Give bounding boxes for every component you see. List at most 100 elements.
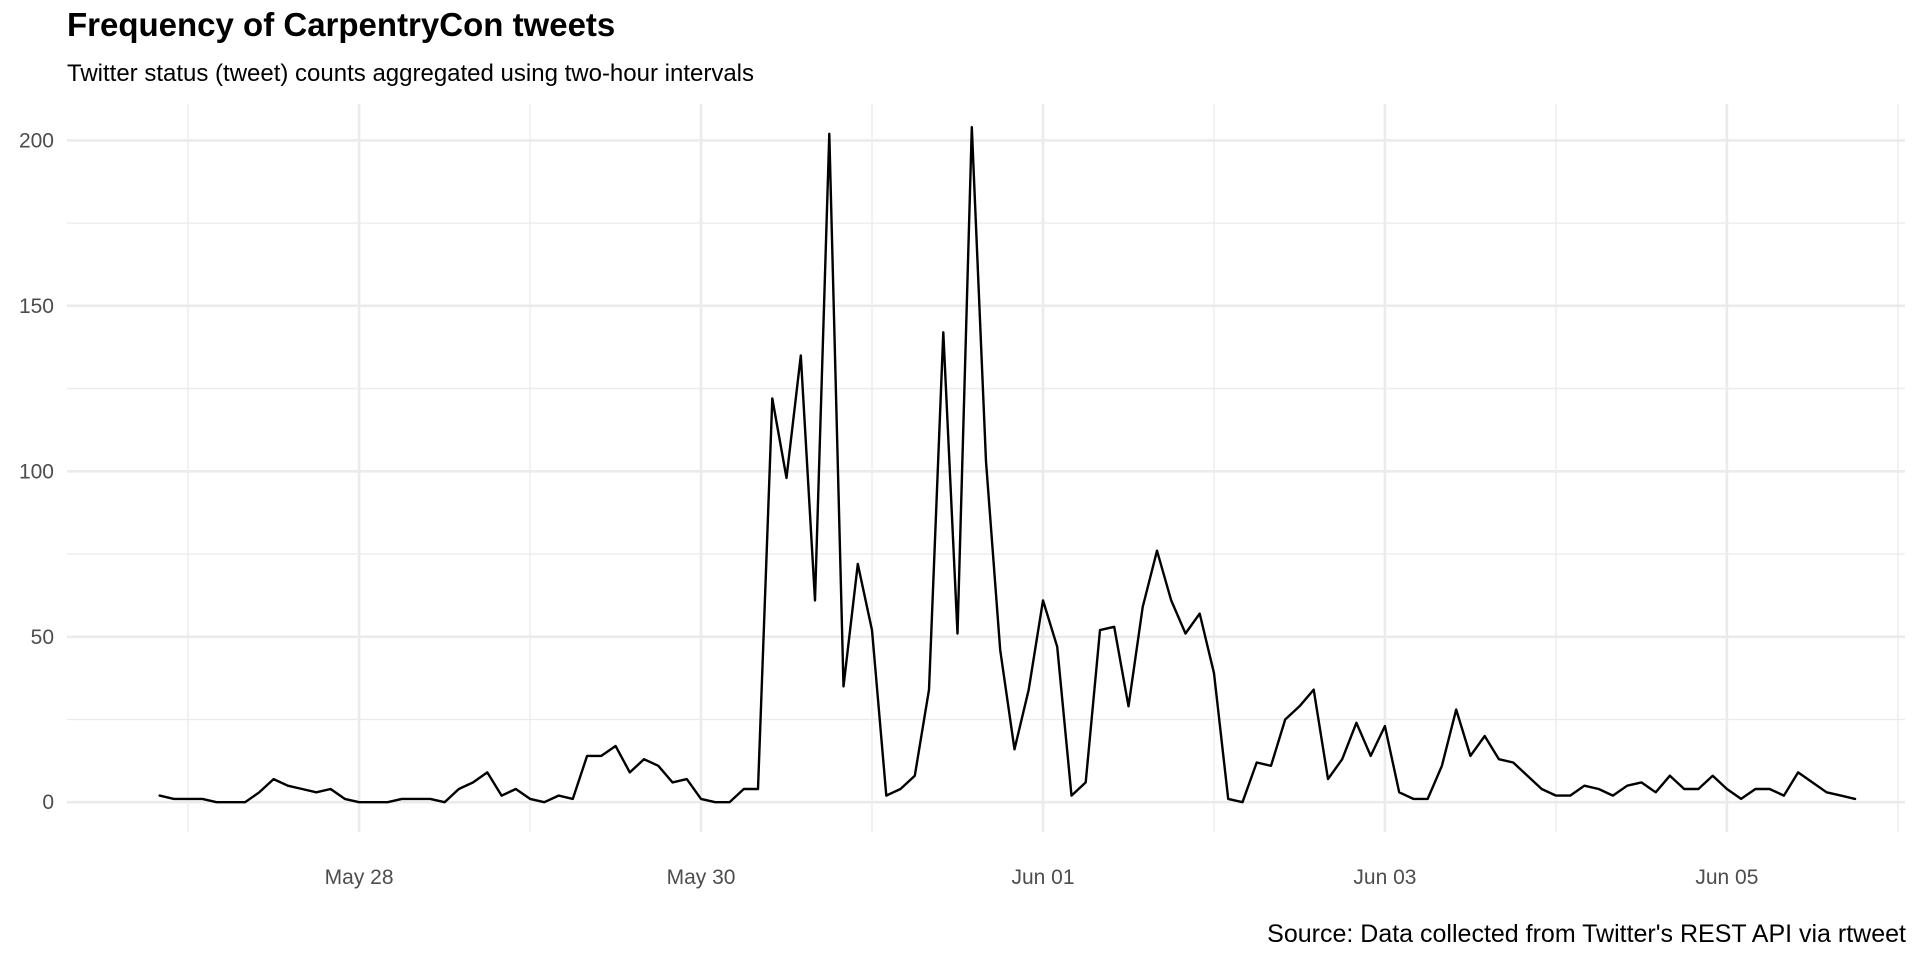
data-point — [525, 794, 535, 804]
data-point — [197, 794, 207, 804]
y-tick-label: 50 — [31, 626, 54, 649]
data-point — [1437, 761, 1447, 771]
data-point — [340, 794, 350, 804]
x-tick-label: May 30 — [667, 866, 736, 889]
data-point — [1807, 777, 1817, 787]
data-point — [1651, 787, 1661, 797]
data-point — [411, 794, 421, 804]
data-point — [1451, 705, 1461, 715]
data-point — [1708, 771, 1718, 781]
data-point — [1522, 771, 1532, 781]
data-point — [1380, 721, 1390, 731]
data-point — [1779, 791, 1789, 801]
data-point — [1095, 625, 1105, 635]
data-point — [368, 797, 378, 807]
data-point — [1138, 602, 1148, 612]
data-point — [1579, 781, 1589, 791]
data-point — [995, 645, 1005, 655]
data-point — [539, 797, 549, 807]
data-point — [611, 741, 621, 751]
data-point — [1180, 628, 1190, 638]
data-point — [839, 681, 849, 691]
data-point — [1366, 751, 1376, 761]
data-point — [1351, 718, 1361, 728]
data-point — [283, 781, 293, 791]
data-point — [1252, 758, 1262, 768]
data-point — [1679, 784, 1689, 794]
data-point — [710, 797, 720, 807]
data-point — [1123, 701, 1133, 711]
data-point — [1423, 794, 1433, 804]
data-point — [511, 784, 521, 794]
y-tick-label: 150 — [19, 295, 54, 318]
data-point — [881, 791, 891, 801]
data-point — [1237, 797, 1247, 807]
data-point — [1465, 751, 1475, 761]
data-point — [1209, 668, 1219, 678]
data-point — [397, 794, 407, 804]
data-point — [924, 685, 934, 695]
data-point — [254, 787, 264, 797]
series-layer — [155, 122, 1857, 807]
x-tick-label: May 28 — [325, 866, 394, 889]
data-point — [240, 797, 250, 807]
data-point — [896, 784, 906, 794]
data-point — [1822, 787, 1832, 797]
data-point — [953, 628, 963, 638]
data-point — [1109, 622, 1119, 632]
data-point — [354, 797, 364, 807]
data-point — [1565, 791, 1575, 801]
data-point — [668, 777, 678, 787]
data-point — [582, 751, 592, 761]
data-point — [1736, 794, 1746, 804]
series-line — [158, 125, 1857, 804]
x-tick-label: Jun 05 — [1695, 866, 1758, 889]
data-point — [1166, 595, 1176, 605]
y-axis: 0 50 100 150 200 — [19, 129, 54, 814]
data-point — [1608, 791, 1618, 801]
data-point — [796, 350, 806, 360]
data-point — [226, 797, 236, 807]
data-point — [1066, 791, 1076, 801]
data-point — [1309, 685, 1319, 695]
y-tick-label: 100 — [19, 460, 54, 483]
data-point — [1024, 685, 1034, 695]
data-point — [1052, 642, 1062, 652]
data-point — [767, 394, 777, 404]
data-point — [1323, 774, 1333, 784]
data-point — [1038, 595, 1048, 605]
data-point — [183, 794, 193, 804]
chart-caption: Source: Data collected from Twitter's RE… — [1267, 920, 1906, 948]
data-point — [1665, 771, 1675, 781]
data-point — [1337, 754, 1347, 764]
data-point — [1195, 609, 1205, 619]
data-point — [1622, 781, 1632, 791]
data-point — [468, 777, 478, 787]
data-point — [1636, 777, 1646, 787]
data-point — [155, 791, 165, 801]
data-point — [425, 794, 435, 804]
data-point — [696, 794, 706, 804]
data-point — [454, 784, 464, 794]
data-point — [1394, 787, 1404, 797]
y-tick-label: 200 — [19, 129, 54, 152]
x-tick-label: Jun 01 — [1011, 866, 1074, 889]
data-point — [938, 327, 948, 337]
chart-title: Frequency of CarpentryCon tweets — [67, 6, 616, 43]
data-point — [810, 595, 820, 605]
data-point — [682, 774, 692, 784]
data-point — [1551, 791, 1561, 801]
x-tick-label: Jun 03 — [1353, 866, 1416, 889]
data-point — [1508, 758, 1518, 768]
data-point — [867, 625, 877, 635]
data-point — [910, 771, 920, 781]
data-point — [297, 784, 307, 794]
data-point — [1266, 761, 1276, 771]
data-point — [568, 794, 578, 804]
data-point — [311, 787, 321, 797]
data-point — [981, 456, 991, 466]
data-point — [824, 129, 834, 139]
data-point — [967, 122, 977, 132]
data-point — [1223, 794, 1233, 804]
